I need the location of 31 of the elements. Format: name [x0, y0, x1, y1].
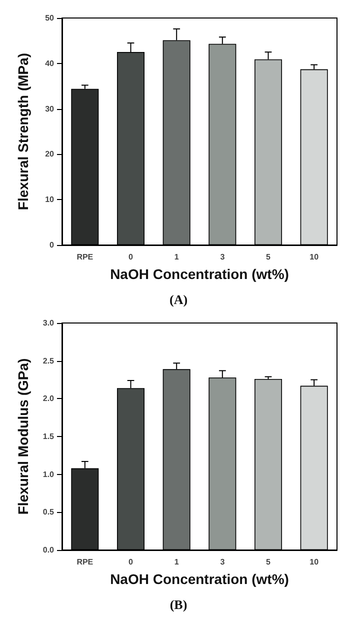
y-tick-label: 3.0	[42, 318, 55, 328]
y-tick-label: 50	[45, 14, 55, 22]
y-tick-label: 2.0	[42, 394, 55, 404]
x-tick-label: 10	[310, 558, 320, 566]
x-tick-label: RPE	[76, 558, 94, 566]
text: (A)	[169, 292, 188, 307]
x-tick-label: 5	[266, 252, 272, 262]
y-tick-label: 2.5	[42, 356, 55, 366]
x-tick-label: 10	[310, 252, 320, 262]
x-tick-label: 0	[128, 558, 134, 566]
x-axis-title: NaOH Concentration (wt%)	[110, 266, 289, 282]
y-tick-label: 20	[45, 150, 55, 159]
text: (B)	[170, 597, 188, 612]
x-tick-label: 0	[128, 252, 134, 262]
y-tick-label: 10	[45, 195, 55, 204]
x-tick-label: 1	[174, 252, 180, 262]
x-tick-label: 3	[220, 558, 226, 566]
y-axis-title: Flexural Strength (MPa)	[15, 52, 31, 210]
x-axis-title: NaOH Concentration (wt%)	[110, 571, 289, 587]
x-tick-label: 5	[266, 558, 272, 566]
x-tick-label: 1	[174, 558, 180, 566]
y-axis-title: Flexural Modulus (GPa)	[15, 358, 31, 515]
y-tick-label: 0	[50, 240, 55, 250]
y-tick-label: 0.0	[42, 546, 55, 554]
y-tick-label: 30	[45, 104, 55, 114]
x-tick-label: RPE	[76, 252, 94, 262]
y-tick-label: 1.5	[42, 432, 55, 441]
y-tick-label: 0.5	[42, 508, 55, 517]
x-tick-label: 3	[220, 252, 226, 262]
y-tick-label: 40	[45, 58, 55, 68]
y-tick-label: 1.0	[42, 470, 55, 479]
